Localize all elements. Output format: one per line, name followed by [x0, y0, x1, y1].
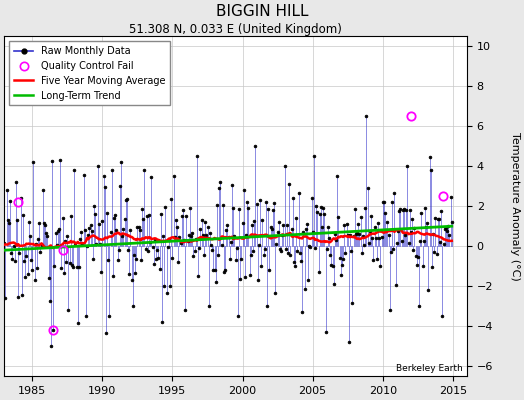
Legend: Raw Monthly Data, Quality Control Fail, Five Year Moving Average, Long-Term Tren: Raw Monthly Data, Quality Control Fail, …	[9, 41, 170, 106]
Title: 51.308 N, 0.033 E (United Kingdom): 51.308 N, 0.033 E (United Kingdom)	[129, 23, 342, 36]
Text: BIGGIN HILL: BIGGIN HILL	[216, 4, 308, 19]
Text: Berkeley Earth: Berkeley Earth	[396, 364, 462, 373]
Y-axis label: Temperature Anomaly (°C): Temperature Anomaly (°C)	[510, 132, 520, 280]
